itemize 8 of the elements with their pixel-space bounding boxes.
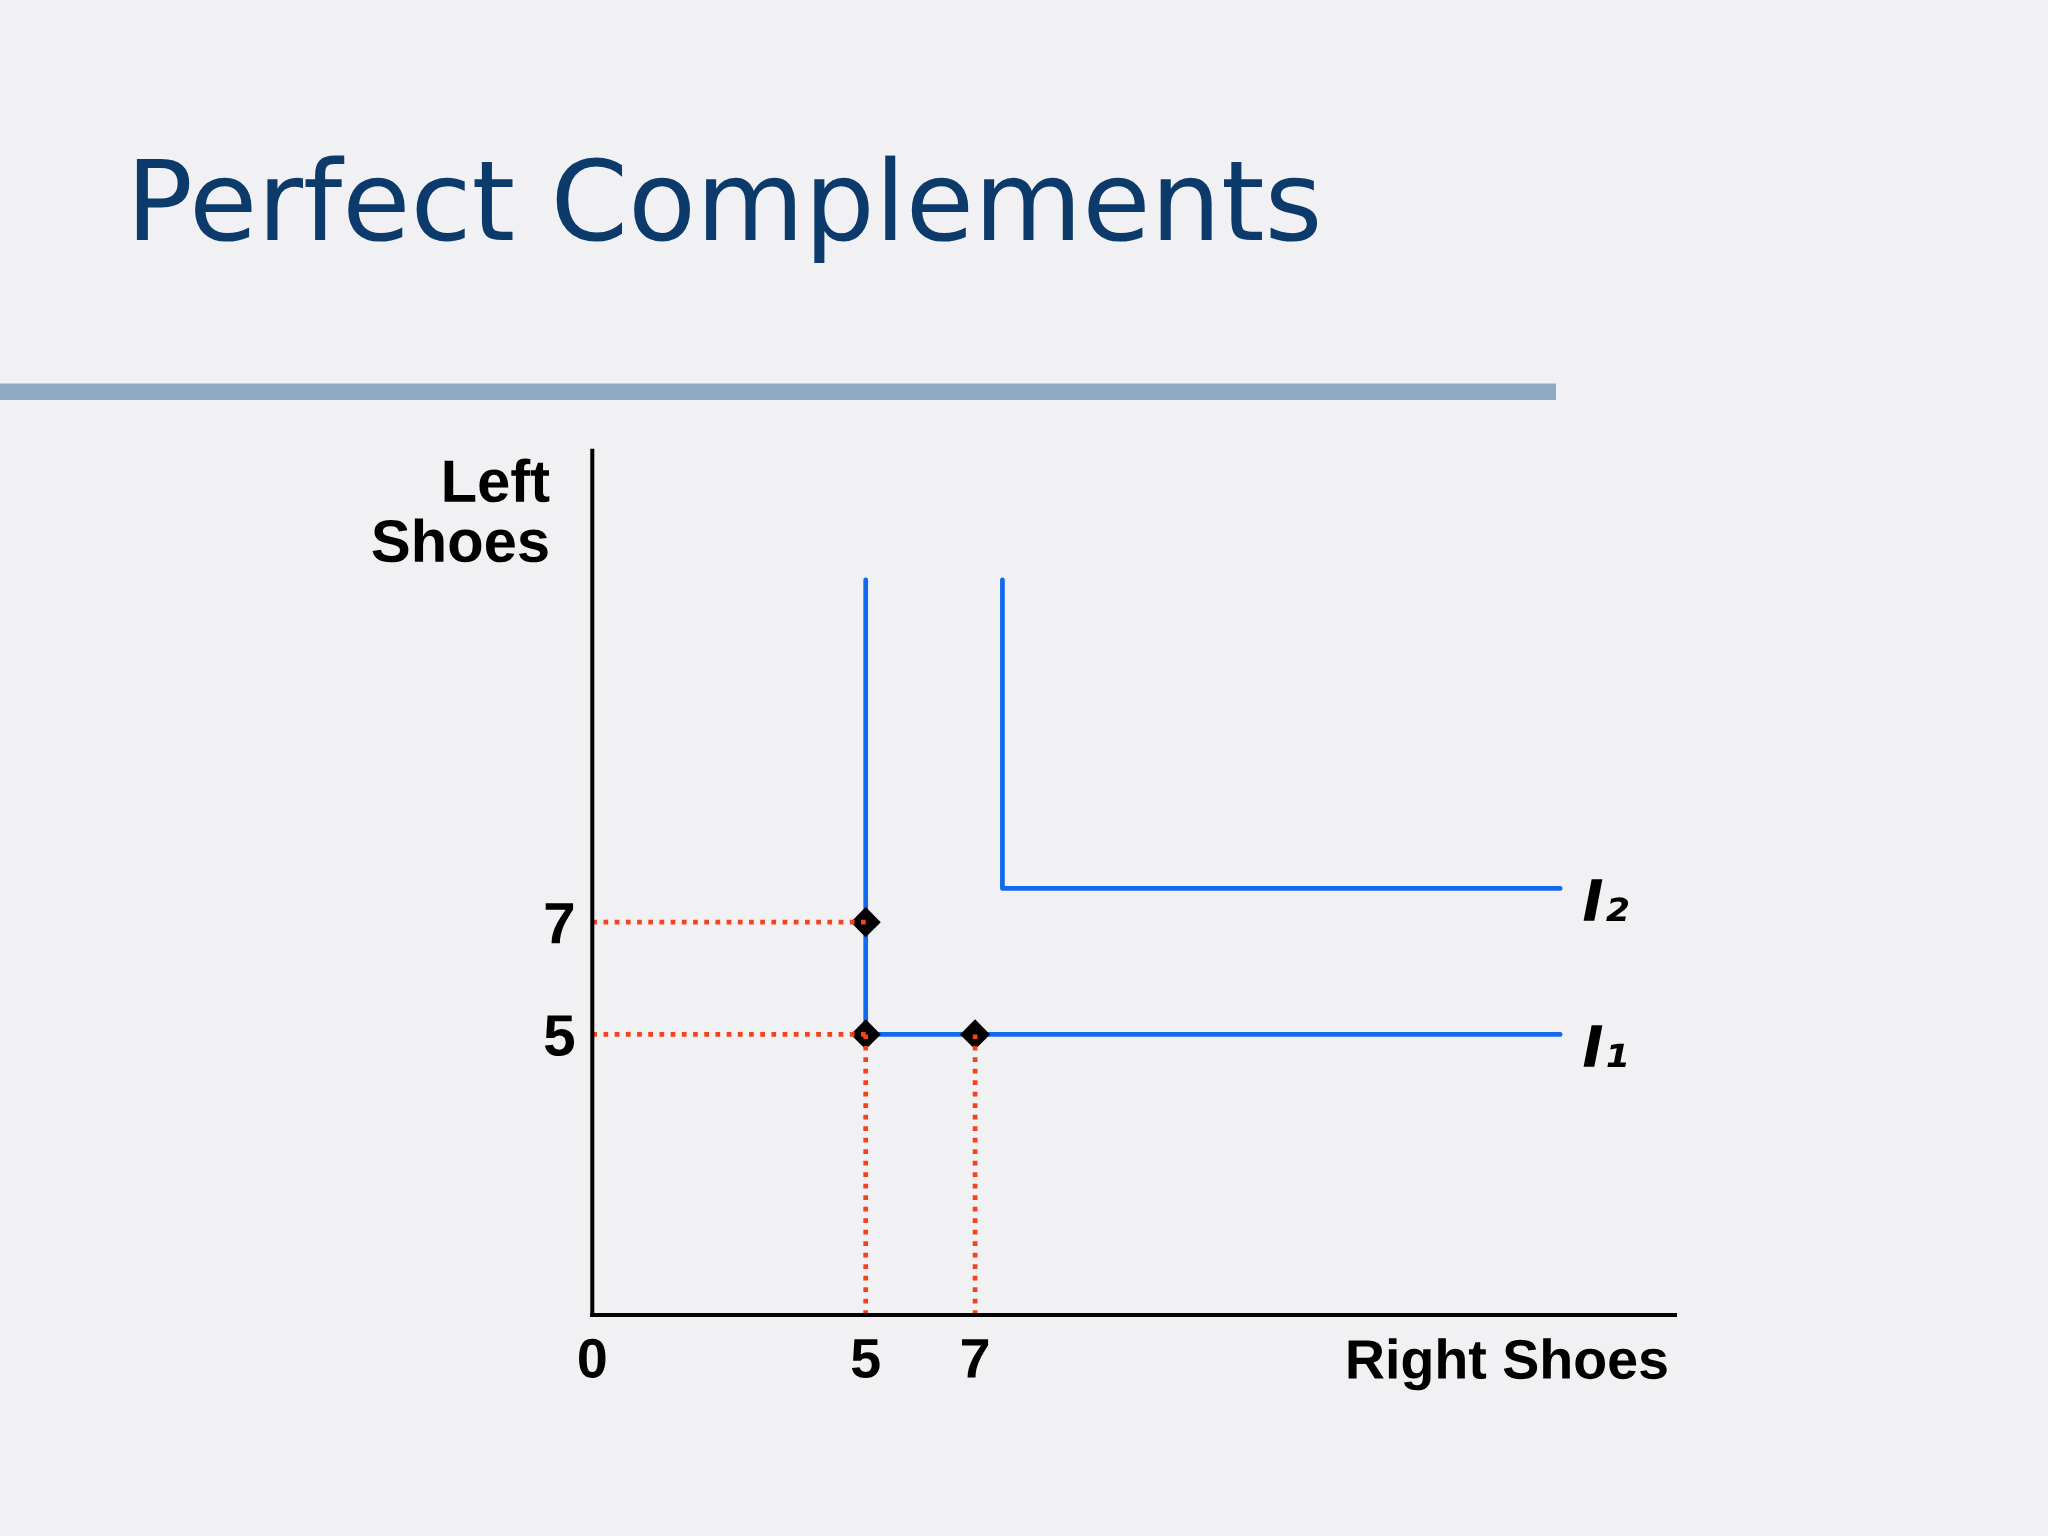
x-tick-label: 7	[962, 1339, 989, 1378]
series-label: I₂	[1583, 879, 1629, 922]
x-axis-title: Right Shoes	[1348, 1338, 1667, 1391]
y-axis-title: Left Shoes	[372, 458, 550, 563]
x-tick-label: 5	[851, 1339, 880, 1379]
x-tick-label: 0	[579, 1338, 606, 1379]
chart-title: Perfect Complements	[136, 155, 1318, 264]
series-label: I₁	[1583, 1025, 1627, 1067]
